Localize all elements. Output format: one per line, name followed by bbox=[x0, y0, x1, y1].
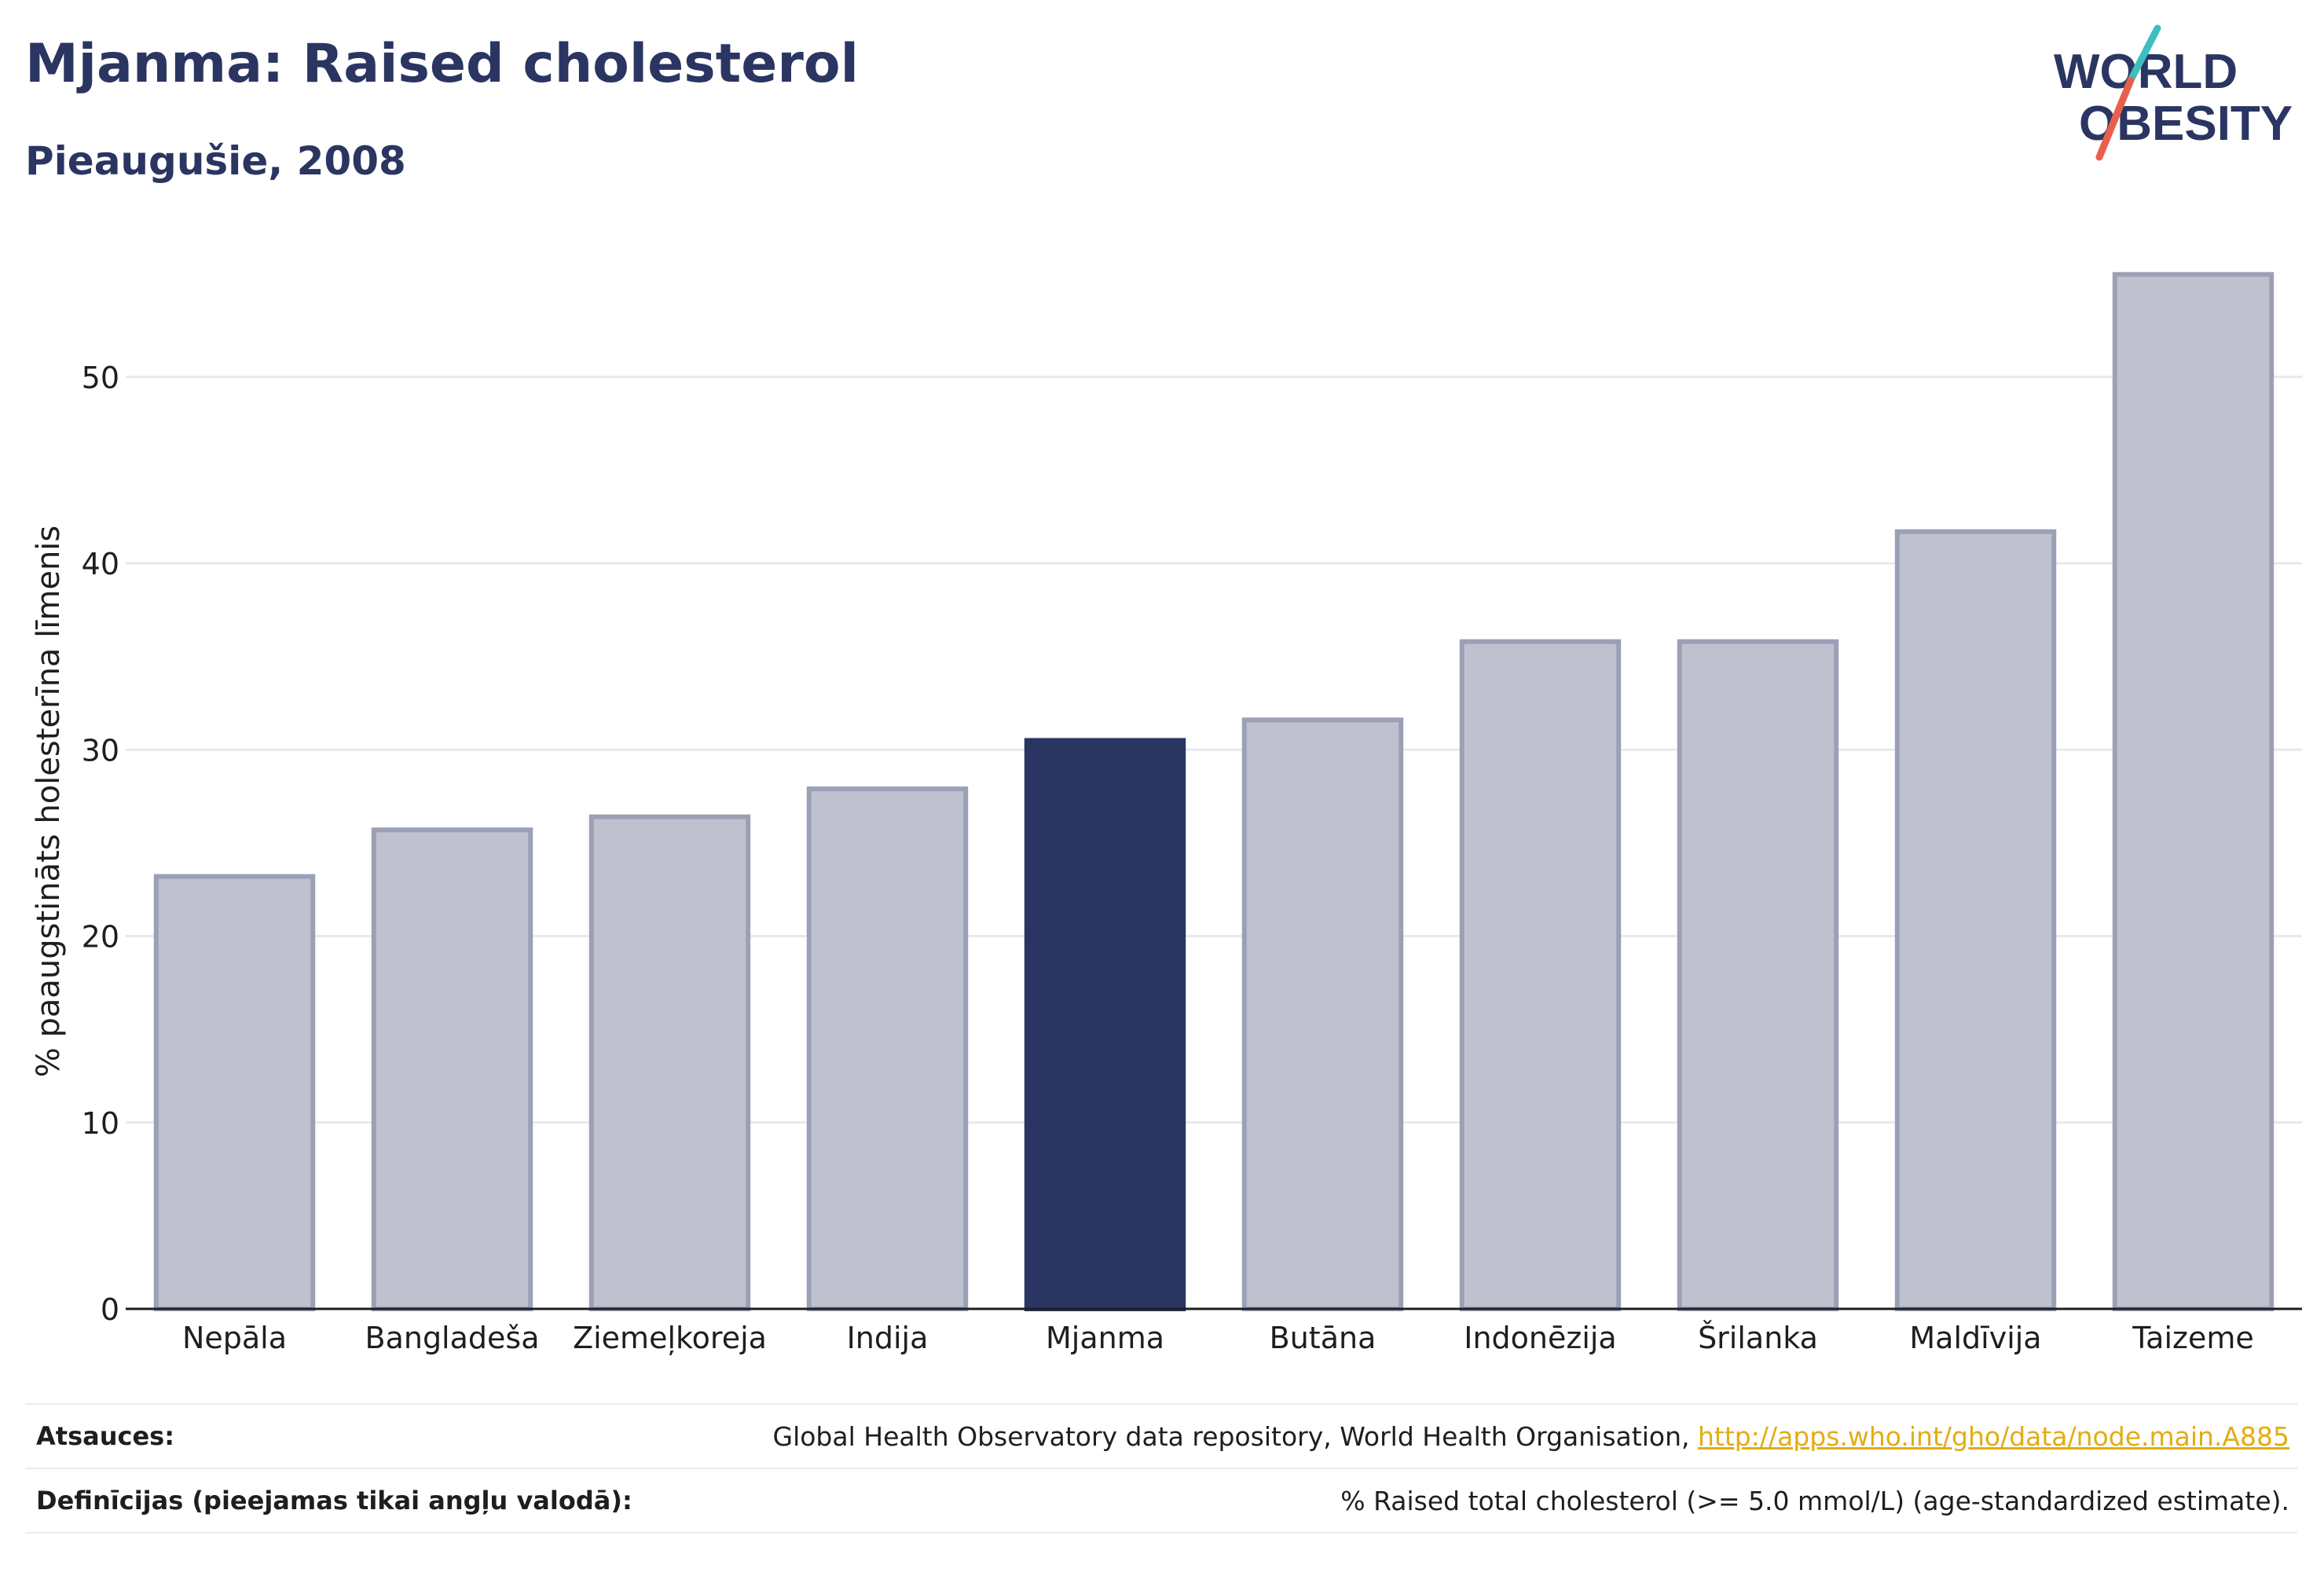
bar-4[interactable] bbox=[1024, 738, 1186, 1311]
y-tick-label: 50 bbox=[82, 361, 119, 395]
definitions-row: Definīcijas (pieejamas tikai angļu valod… bbox=[25, 1468, 2297, 1534]
y-axis-label: % paaugstināts holesterīna līmenis bbox=[31, 525, 67, 1078]
y-tick-label: 20 bbox=[82, 920, 119, 955]
chart-subtitle: Pieaugušie, 2008 bbox=[25, 138, 406, 184]
bar-3[interactable] bbox=[806, 786, 969, 1311]
x-tick-label: Taizeme bbox=[2132, 1321, 2254, 1355]
x-axis-ticks: Nepāla Bangladeša Ziemeļkoreja Indija Mjanma… bbox=[182, 1321, 2254, 1355]
chart-title: Mjanma: Raised cholesterol bbox=[25, 33, 859, 95]
definitions-label: Definīcijas (pieejamas tikai angļu valod… bbox=[36, 1486, 632, 1516]
definitions-text: % Raised total cholesterol (>= 5.0 mmol/… bbox=[1340, 1485, 2289, 1516]
x-tick-label: Maldīvija bbox=[1909, 1321, 2041, 1355]
chart-footer: Atsauces: Global Health Observatory data… bbox=[25, 1403, 2297, 1534]
y-tick-label: 0 bbox=[101, 1292, 119, 1327]
bar-0[interactable] bbox=[153, 874, 316, 1311]
bar-5[interactable] bbox=[1241, 717, 1404, 1311]
x-tick-label: Nepāla bbox=[182, 1321, 287, 1355]
logo-slash-top bbox=[2127, 24, 2161, 84]
x-tick-label: Butāna bbox=[1270, 1321, 1376, 1355]
bar-8[interactable] bbox=[1894, 529, 2057, 1311]
sources-text: Global Health Observatory data repositor… bbox=[772, 1420, 1690, 1452]
x-tick-label: Indija bbox=[847, 1321, 929, 1355]
sources-label: Atsauces: bbox=[36, 1421, 174, 1451]
y-axis-ticks: 0 10 20 30 40 50 bbox=[82, 361, 119, 1327]
bar-6[interactable] bbox=[1459, 639, 1622, 1311]
y-tick-label: 30 bbox=[82, 733, 119, 768]
bar-9[interactable] bbox=[2112, 272, 2275, 1312]
x-tick-label: Šrilanka bbox=[1698, 1321, 1818, 1355]
bar-7[interactable] bbox=[1677, 639, 1839, 1311]
sources-link[interactable]: http://apps.who.int/gho/data/node.main.A… bbox=[1697, 1420, 2289, 1452]
x-tick-label: Mjanma bbox=[1046, 1321, 1164, 1355]
x-tick-label: Ziemeļkoreja bbox=[573, 1321, 767, 1355]
x-tick-label: Indonēzija bbox=[1464, 1321, 1616, 1355]
bar-2[interactable] bbox=[588, 814, 751, 1311]
sources-row: Atsauces: Global Health Observatory data… bbox=[25, 1403, 2297, 1468]
bar-1[interactable] bbox=[371, 827, 533, 1311]
logo-slash-bottom bbox=[2095, 76, 2135, 161]
y-tick-label: 10 bbox=[82, 1106, 119, 1141]
world-obesity-logo[interactable]: WORLD OBESITY bbox=[2043, 16, 2310, 173]
bars bbox=[153, 272, 2275, 1312]
x-tick-label: Bangladeša bbox=[365, 1321, 540, 1355]
bar-chart: 0 10 20 30 40 50 Nepāla Bangladeša Ziemeļkoreja… bbox=[82, 272, 2302, 1355]
y-tick-label: 40 bbox=[82, 547, 119, 581]
sources-value: Global Health Observatory data repositor… bbox=[773, 1421, 2298, 1452]
